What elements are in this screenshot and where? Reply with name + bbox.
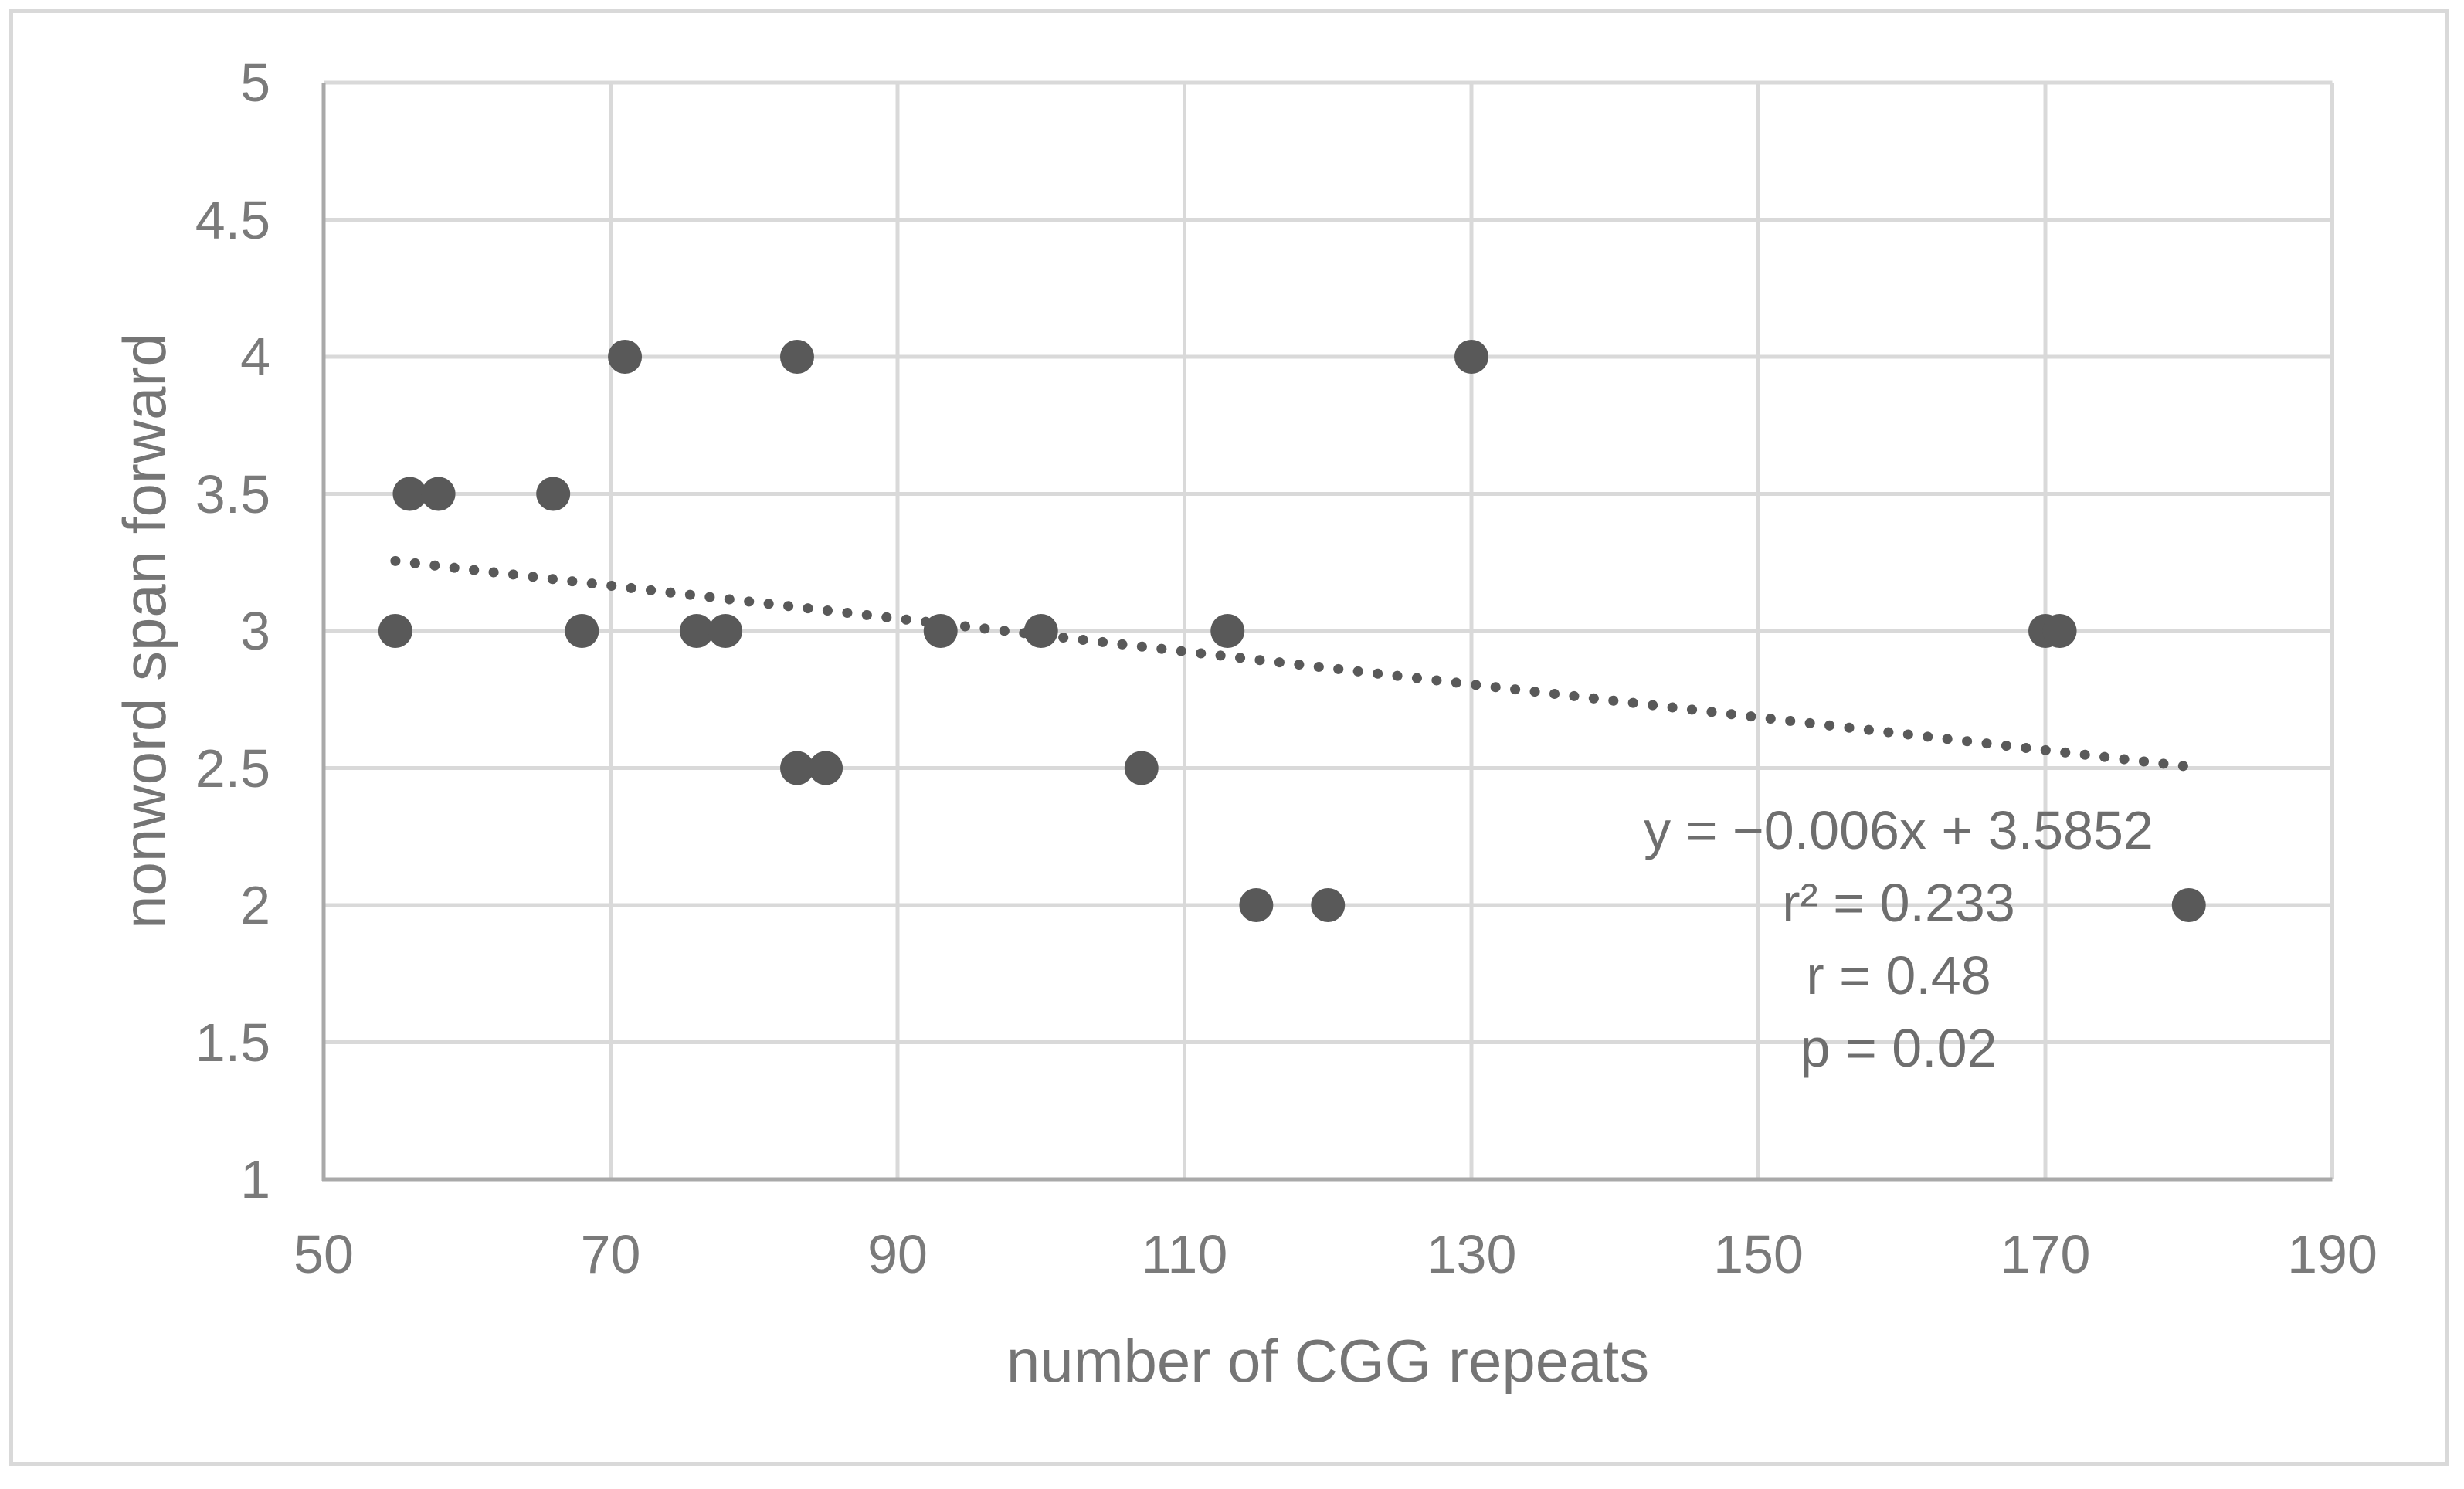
y-tick-label: 3: [240, 601, 270, 661]
data-point: [1023, 614, 1058, 648]
data-point: [679, 614, 714, 648]
x-tick-label: 70: [580, 1224, 641, 1284]
x-axis-title: number of CGG repeats: [1006, 1327, 1650, 1395]
y-tick-label: 5: [240, 53, 270, 113]
y-tick-label: 1: [240, 1149, 270, 1209]
y-tick-label: 2.5: [195, 738, 270, 799]
data-point: [1124, 751, 1159, 785]
data-point: [809, 751, 843, 785]
data-point: [923, 614, 958, 648]
annotation-equation: y = −0.006x + 3.5852: [1644, 800, 2153, 860]
x-tick-label: 150: [1713, 1224, 1804, 1284]
data-point: [1210, 614, 1245, 648]
data-point: [608, 340, 643, 374]
x-tick-label: 110: [1141, 1224, 1228, 1284]
data-point: [2171, 888, 2206, 922]
data-point: [1454, 340, 1488, 374]
x-tick-label: 190: [2287, 1224, 2377, 1284]
y-axis-title: nonword span forward: [110, 333, 178, 929]
trendline-annotation: y = −0.006x + 3.5852 r² = 0.233 r = 0.48…: [1644, 794, 2153, 1084]
data-point: [779, 340, 814, 374]
annotation-r: r = 0.48: [1806, 945, 1991, 1006]
x-tick-label: 170: [2000, 1224, 2091, 1284]
x-tick-label: 50: [294, 1224, 354, 1284]
data-point: [1311, 888, 1346, 922]
x-tick-label: 130: [1426, 1224, 1517, 1284]
x-tick-label: 90: [867, 1224, 928, 1284]
data-point: [421, 477, 456, 511]
data-point: [779, 751, 814, 785]
data-point: [536, 477, 571, 511]
data-point: [708, 614, 743, 648]
figure-border: [9, 9, 2449, 1466]
data-point: [2042, 614, 2077, 648]
data-point: [565, 614, 599, 648]
y-tick-label: 1.5: [195, 1012, 270, 1073]
annotation-r-squared: r² = 0.233: [1782, 873, 2015, 933]
data-point: [378, 614, 412, 648]
y-tick-label: 2: [240, 875, 270, 935]
data-point: [1239, 888, 1274, 922]
y-tick-label: 3.5: [195, 463, 270, 524]
trendline: [390, 555, 2194, 772]
data-point: [392, 477, 427, 511]
y-tick-label: 4.5: [195, 189, 270, 250]
y-tick-label: 4: [240, 327, 270, 387]
annotation-p-value: p = 0.02: [1800, 1018, 1997, 1078]
